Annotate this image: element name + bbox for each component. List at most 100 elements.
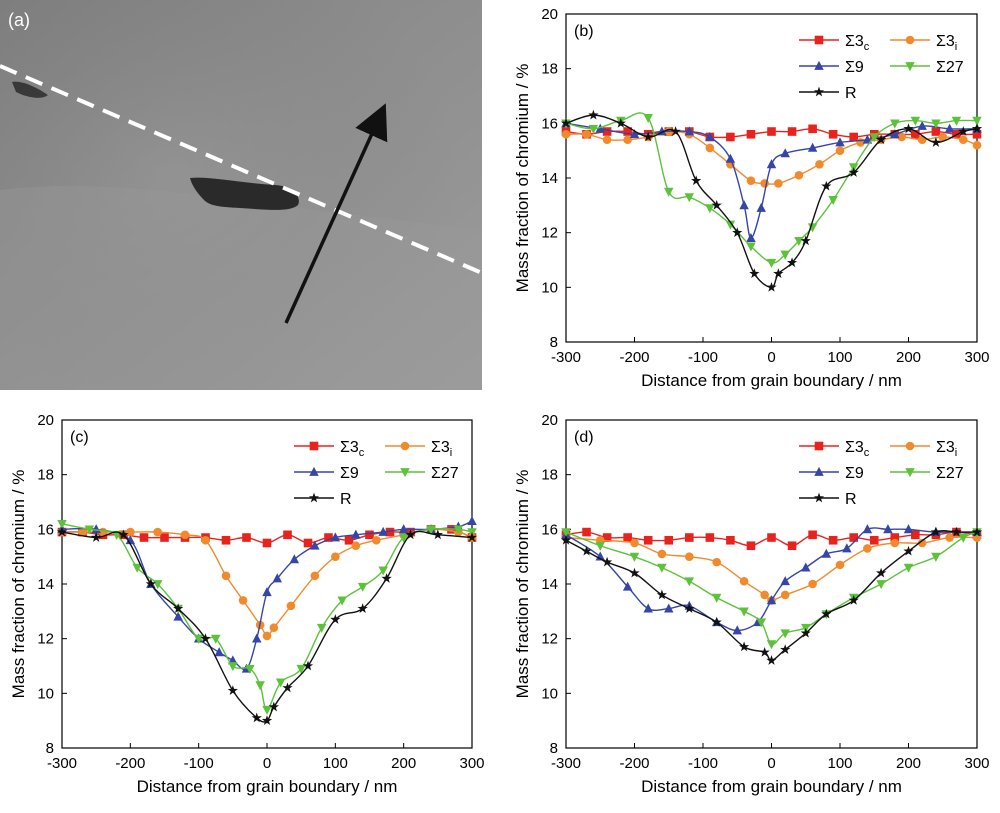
data-point-R [282,682,293,693]
data-point-R [330,614,341,624]
x-axis-label: Distance from grain boundary / nm [641,371,902,390]
data-point-S27 [378,566,388,576]
y-tick-label: 16 [541,521,558,538]
data-point-S27 [780,250,790,260]
data-point-S3i [372,535,381,545]
data-point-S3i [657,549,667,559]
series-S9 [57,515,477,673]
series-R [56,526,478,726]
series-line-S3i [565,130,978,185]
data-point-S3i [623,135,632,145]
x-tick-label: -200 [115,755,145,772]
x-tick-label: 300 [964,755,989,772]
data-point-S3c [869,535,879,545]
y-tick-label: 8 [550,740,558,757]
x-tick-label: 300 [459,755,484,772]
data-point-S27 [807,223,818,233]
data-point-S27 [398,533,409,543]
data-point-S3c [365,530,374,540]
legend-marker-S27 [905,468,915,478]
x-tick-label: -100 [688,349,718,366]
data-point-S3i [760,590,769,600]
data-point-S3i [897,132,906,142]
legend: Σ3c Σ3i Σ9 Σ27 R [294,439,459,508]
data-point-S3i [780,590,790,600]
data-point-R [759,646,770,657]
data-point-S3c [828,535,838,545]
data-point-S9 [862,134,873,144]
data-point-S9 [330,532,341,542]
data-point-S9 [780,148,790,158]
legend-marker-S3c [309,441,319,451]
data-point-S9 [801,562,811,572]
data-point-S3i [890,538,900,548]
data-point-R [656,589,668,600]
data-point-R [261,715,273,726]
legend-label-S3c: Σ3c [845,439,870,459]
data-point-S27 [561,528,571,538]
data-point-R [903,545,914,556]
data-point-S3c [160,533,169,542]
data-point-S3c [828,129,838,139]
x-tick-label: -300 [551,349,581,366]
data-point-S3i [126,527,135,537]
legend-label-S27: Σ27 [936,465,964,482]
data-point-R [800,627,811,638]
data-point-R [930,526,942,537]
data-point-S3i [917,538,927,548]
data-point-S3c [808,124,817,134]
data-point-R [848,595,859,605]
data-point-S9 [262,587,272,597]
y-tick-label: 20 [541,412,558,429]
legend-marker-S3i [905,35,915,45]
data-point-R [118,529,129,540]
data-point-S27 [951,116,962,126]
data-point-R [670,126,681,136]
data-point-S3c [324,533,333,542]
data-point-R [930,137,942,147]
data-point-S9 [629,129,640,139]
legend: Σ3c Σ3i Σ9 Σ27 R [799,33,964,102]
data-point-S9 [766,595,777,605]
data-point-S27 [316,623,327,633]
data-point-R [875,567,887,578]
data-point-S27 [828,195,838,206]
data-point-S9 [289,554,300,564]
data-point-S3c [972,129,982,139]
data-point-S9 [214,647,224,657]
data-point-R [766,655,777,665]
data-point-R [432,529,443,540]
y-tick-label: 8 [550,334,558,351]
data-point-S3i [917,135,927,145]
data-point-S3i [938,132,948,142]
data-point-S27 [890,119,900,129]
data-point-S27 [426,525,436,535]
y-tick-label: 12 [541,631,558,648]
legend-marker-S9 [814,60,824,70]
legend-marker-R [813,86,825,97]
x-tick-label: -100 [184,755,214,772]
x-tick-label: 300 [964,349,989,366]
data-point-R [749,268,760,279]
chart-panel-b: -300 -200 -100 0 100 200 300 8 10 12 14 16 18 20 Dista… [513,6,990,390]
data-point-S3c [726,535,735,545]
data-point-S3i [863,544,872,553]
data-point-S27 [903,563,914,573]
legend-subscript-S3i: i [450,447,452,459]
data-point-S3c [767,533,776,542]
data-point-R [732,227,743,238]
data-point-S3i [630,538,639,548]
data-point-S3i [835,146,845,155]
data-point-S3c [664,535,674,545]
data-point-S3i [269,623,279,633]
data-point-S9 [310,540,320,550]
legend: Σ3c Σ3i Σ9 Σ27 R [799,439,964,508]
data-point-S27 [931,119,941,129]
legend-label-S3i: Σ3i [936,33,957,53]
data-point-S27 [228,662,238,672]
data-point-S3c [283,530,292,540]
y-tick-label: 20 [37,412,54,429]
x-tick-label: 100 [827,755,852,772]
legend-label-S9: Σ9 [340,465,359,482]
